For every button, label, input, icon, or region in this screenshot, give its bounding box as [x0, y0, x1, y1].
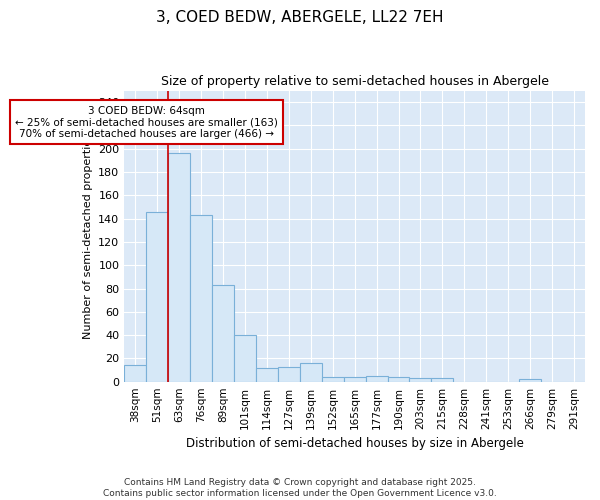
Text: 3 COED BEDW: 64sqm
← 25% of semi-detached houses are smaller (163)
70% of semi-d: 3 COED BEDW: 64sqm ← 25% of semi-detache…	[15, 106, 278, 139]
Bar	[431, 378, 454, 382]
Bar	[212, 285, 234, 382]
Bar	[256, 368, 278, 382]
Text: 3, COED BEDW, ABERGELE, LL22 7EH: 3, COED BEDW, ABERGELE, LL22 7EH	[156, 10, 444, 25]
Bar	[300, 363, 322, 382]
Bar	[124, 366, 146, 382]
Y-axis label: Number of semi-detached properties: Number of semi-detached properties	[83, 133, 92, 339]
Bar	[365, 376, 388, 382]
Bar	[168, 154, 190, 382]
Bar	[234, 335, 256, 382]
Bar	[344, 377, 365, 382]
Text: Contains HM Land Registry data © Crown copyright and database right 2025.
Contai: Contains HM Land Registry data © Crown c…	[103, 478, 497, 498]
X-axis label: Distribution of semi-detached houses by size in Abergele: Distribution of semi-detached houses by …	[186, 437, 524, 450]
Bar	[322, 377, 344, 382]
Bar	[388, 377, 409, 382]
Bar	[278, 366, 300, 382]
Title: Size of property relative to semi-detached houses in Abergele: Size of property relative to semi-detach…	[161, 75, 548, 88]
Bar	[409, 378, 431, 382]
Bar	[519, 380, 541, 382]
Bar	[146, 212, 168, 382]
Bar	[190, 215, 212, 382]
